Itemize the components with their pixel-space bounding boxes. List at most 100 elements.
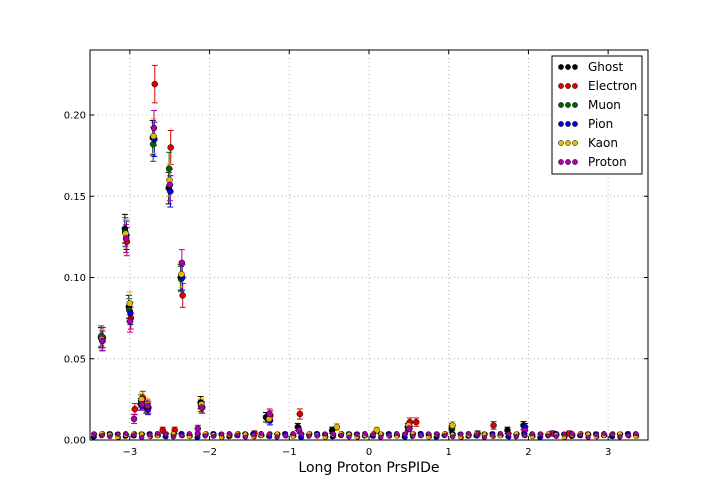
baseline-point [203,433,209,439]
x-tick-label: 1 [446,447,452,458]
baseline-point [314,433,320,439]
data-point [198,404,206,411]
data-point [126,300,133,307]
legend-marker [565,121,571,127]
baseline-point [275,434,280,440]
baseline-point [458,431,464,437]
data-point [266,410,273,418]
data-point [150,132,157,140]
baseline-point [450,434,456,440]
legend-marker [565,140,571,146]
legend-marker [565,83,571,89]
data-point [449,422,456,429]
baseline-point [115,431,121,437]
baseline-point [195,431,201,437]
y-tick-label: 0.05 [64,354,86,365]
legend-marker [558,102,564,108]
baseline-point [506,431,512,437]
baseline-point [306,433,312,439]
baseline-point [139,435,145,440]
data-point [179,292,186,299]
baseline-point [570,431,575,436]
data-point [138,401,146,408]
data-point [144,402,151,410]
baseline-point [625,433,631,438]
baseline-point [283,433,288,438]
y-tick-label: 0.00 [64,436,86,447]
baseline-point [99,433,105,438]
baseline-point [147,432,153,438]
data-point [131,405,139,413]
baseline-point [219,431,225,437]
legend-label: Proton [588,155,627,169]
legend-label: Kaon [588,136,618,150]
legend-label: Electron [588,79,637,93]
baseline-point [235,432,241,438]
baseline-point [354,432,360,437]
baseline-point [578,432,583,438]
baseline-point [426,431,432,437]
data-point [98,337,106,345]
baseline-point [370,432,376,437]
baseline-point [378,434,384,440]
baseline-point [123,431,129,436]
data-point [165,165,173,172]
data-point [167,188,174,195]
baseline-point [155,431,161,436]
legend-marker [558,159,564,165]
baseline-point [131,432,137,438]
baseline-point [299,431,304,437]
data-point [194,425,202,432]
legend-label: Ghost [588,60,623,74]
baseline-point [338,432,344,438]
x-axis-title: Long Proton PrsPIDe [298,460,439,476]
baseline-point [243,434,249,440]
baseline-point [187,431,193,437]
baseline-point [617,434,623,440]
baseline-point [498,431,504,436]
legend: Ghost Electron Muon Pion Kaon Proton [551,55,643,175]
legend-label: Pion [588,117,613,131]
baseline-point [538,431,543,437]
legend-marker [558,83,564,89]
baseline-point [362,431,368,436]
x-tick-label: −3 [122,447,137,458]
baseline-point [394,431,400,436]
y-tick-label: 0.10 [64,273,86,284]
baseline-point [633,431,639,437]
baseline-point [466,431,472,436]
data-point [159,427,166,434]
baseline-point [434,431,440,437]
data-point [412,418,420,426]
data-point [490,422,497,429]
data-point [178,271,185,278]
baseline-point [291,431,296,437]
legend-label: Muon [588,98,621,112]
error-bars [97,64,573,437]
data-point [126,318,134,325]
data-point [150,124,158,132]
baseline-point [609,431,615,437]
legend-marker [565,102,571,108]
data-point [151,80,159,88]
data-point [178,259,186,267]
legend-marker [572,140,578,146]
baseline-point [211,434,217,439]
legend-marker [558,64,564,70]
low-value-points [90,431,640,440]
x-tick-label: 3 [605,447,611,458]
legend-marker [572,64,578,70]
baseline-point [171,434,177,440]
baseline-point [530,431,535,437]
legend-marker [572,102,578,108]
data-point [405,425,413,432]
baseline-point [227,431,233,436]
axis-ticks: −3 −2 −1 0 1 2 3 0.00 0.05 0.10 0.15 0.20 [64,50,648,458]
data-point [333,423,341,431]
baseline-point [179,433,185,439]
baseline-point [593,432,599,438]
baseline-point [442,433,448,438]
data-point [127,310,134,317]
legend-box [551,55,643,175]
